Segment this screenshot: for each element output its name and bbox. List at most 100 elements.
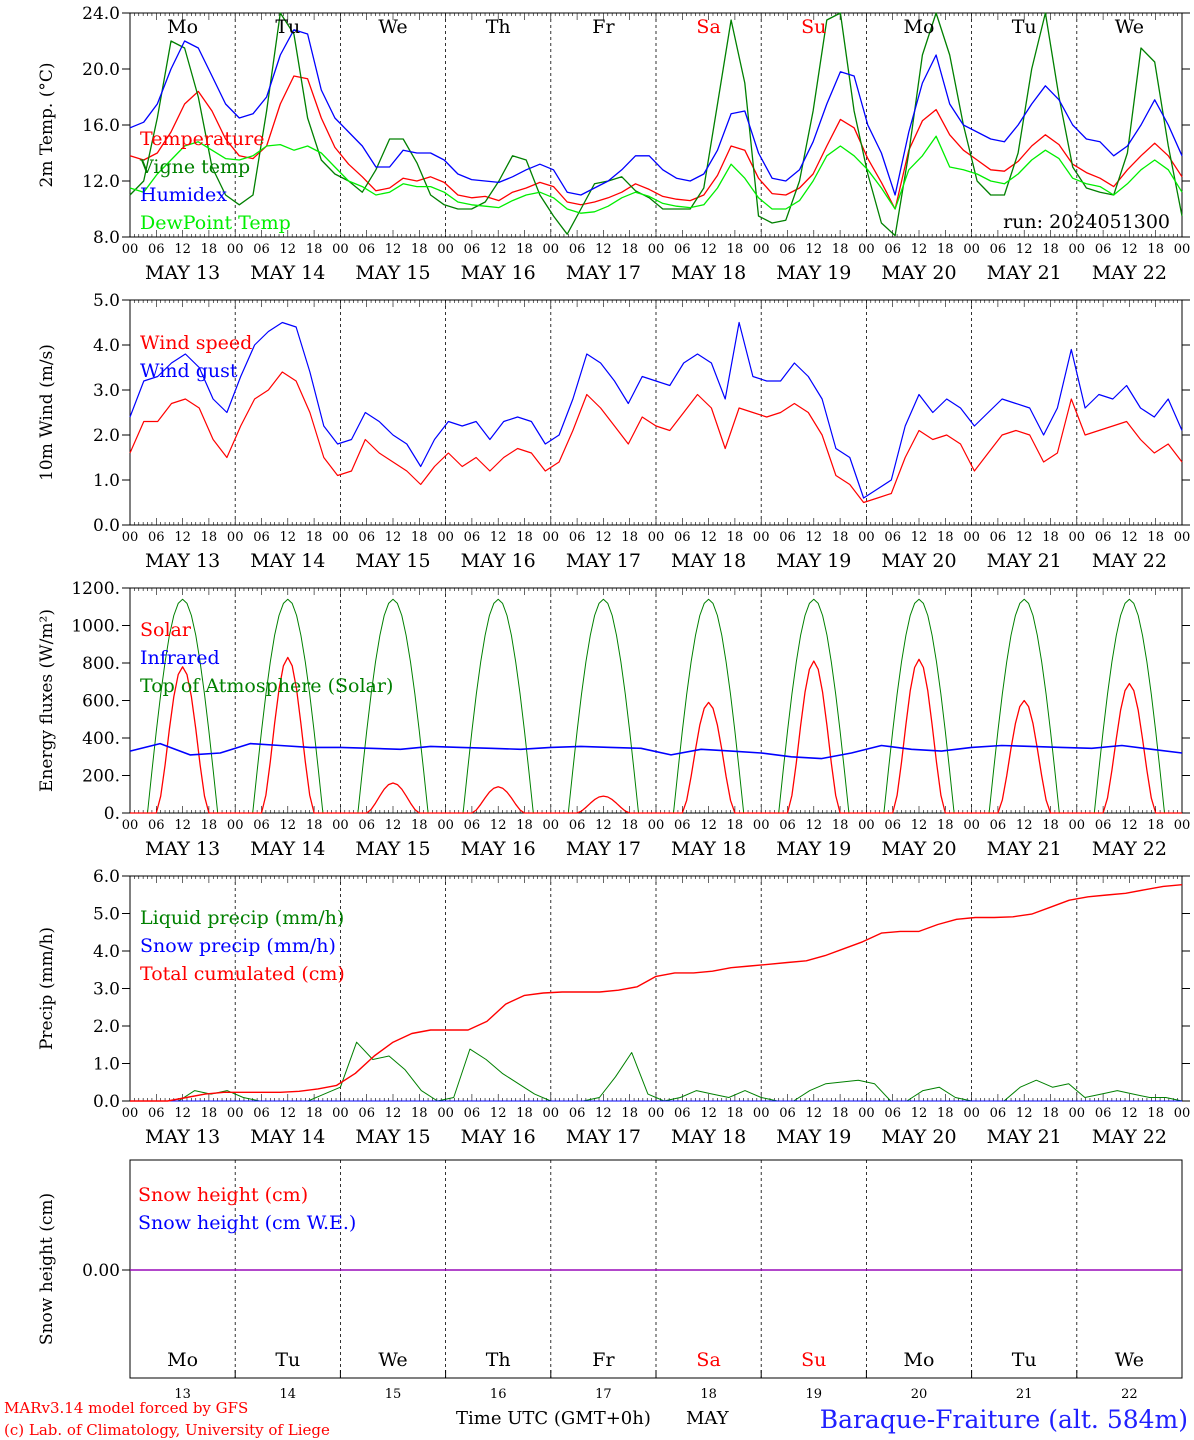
temp-day-label: MAY 19 [776, 262, 851, 284]
energy-hour-label: 12 [385, 818, 402, 833]
infrared-series [129, 742, 1183, 760]
temp-weekday-label: Th [486, 16, 511, 38]
wind-day-label: MAY 14 [250, 550, 325, 572]
temp-legend-4: DewPoint Temp [140, 212, 291, 234]
energy-day-label: MAY 18 [671, 838, 746, 860]
wind-hour-label: 12 [1121, 530, 1138, 545]
temp-ytick-label: 20.0 [82, 60, 120, 80]
energy-ytick-label: 0. [104, 804, 120, 824]
precip-hour-label: 18 [1147, 1106, 1164, 1121]
energy-hour-label: 18 [516, 818, 533, 833]
precip-day-label: MAY 13 [145, 1126, 220, 1148]
temp-ytick-label: 8.0 [93, 228, 120, 248]
energy-hour-label: 06 [253, 818, 270, 833]
snow-ylabel: Snow height (cm) [37, 1193, 57, 1345]
wind-ytick-label: 2.0 [93, 426, 120, 446]
precip-ytick-label: 2.0 [93, 1017, 120, 1037]
energy-hour-label: 18 [1042, 818, 1059, 833]
precip-hour-label: 12 [1121, 1106, 1138, 1121]
wind-ytick-label: 3.0 [93, 381, 120, 401]
wind-hour-label: 06 [1095, 530, 1112, 545]
energy-hour-label: 12 [911, 818, 928, 833]
temp-hour-label: 18 [832, 242, 849, 257]
wind-hour-label: 00 [753, 530, 770, 545]
precip-hour-label: 00 [543, 1106, 560, 1121]
precip-day-label: MAY 18 [671, 1126, 746, 1148]
energy-day-label: MAY 13 [145, 838, 220, 860]
energy-hour-label: 18 [832, 818, 849, 833]
energy-hour-label: 18 [937, 818, 954, 833]
wind-hour-label: 00 [437, 530, 454, 545]
temp-hour-label: 06 [884, 242, 901, 257]
wind-hour-label: 18 [411, 530, 428, 545]
wind-hour-label: 18 [621, 530, 638, 545]
energy-hour-label: 00 [858, 818, 875, 833]
energy-hour-label: 00 [963, 818, 980, 833]
energy-day-label: MAY 17 [566, 838, 641, 860]
wind-hour-label-end: 00 [1174, 530, 1191, 545]
wind-hour-label: 00 [122, 530, 139, 545]
day-number-label: 15 [385, 1387, 402, 1402]
precip-hour-label: 06 [884, 1106, 901, 1121]
energy-hour-label: 12 [595, 818, 612, 833]
temp-hour-label: 06 [253, 242, 270, 257]
temp-weekday-label: Su [801, 16, 826, 38]
temp-hour-label: 18 [201, 242, 218, 257]
temp-hour-label: 00 [543, 242, 560, 257]
credit-line-2: (c) Lab. of Climatology, University of L… [4, 1421, 330, 1439]
energy-hour-label: 00 [648, 818, 665, 833]
day-number-label: 14 [280, 1387, 297, 1402]
wind-hour-label: 06 [569, 530, 586, 545]
temp-hour-label: 00 [1069, 242, 1086, 257]
energy-hour-label: 06 [148, 818, 165, 833]
energy-hour-label: 18 [1147, 818, 1164, 833]
energy-day-label: MAY 20 [881, 838, 956, 860]
energy-hour-label: 12 [700, 818, 717, 833]
temp-hour-label: 12 [700, 242, 717, 257]
energy-day-label: MAY 22 [1092, 838, 1167, 860]
temp-hour-label: 12 [806, 242, 823, 257]
day-number-label: 19 [806, 1387, 823, 1402]
temp-hour-label: 18 [411, 242, 428, 257]
temp-day-label: MAY 14 [250, 262, 325, 284]
wind-day-label: MAY 18 [671, 550, 746, 572]
energy-day-label: MAY 21 [987, 838, 1062, 860]
wind-series-2 [129, 321, 1183, 499]
temp-weekday-label: Mo [167, 16, 198, 38]
precip-ytick-label: 1.0 [93, 1055, 120, 1075]
wind-ytick-label: 4.0 [93, 336, 120, 356]
energy-hour-label: 06 [779, 818, 796, 833]
month-label: MAY [686, 1408, 730, 1429]
temp-hour-label: 06 [464, 242, 481, 257]
precip-day-label: MAY 14 [250, 1126, 325, 1148]
precip-hour-label: 18 [621, 1106, 638, 1121]
snow-weekday-label: Fr [592, 1349, 615, 1371]
precip-hour-label: 00 [122, 1106, 139, 1121]
temp-hour-label: 06 [779, 242, 796, 257]
precip-hour-label: 12 [911, 1106, 928, 1121]
temp-day-label: MAY 20 [881, 262, 956, 284]
temp-hour-label: 12 [280, 242, 297, 257]
wind-hour-label: 18 [1042, 530, 1059, 545]
wind-hour-label: 06 [148, 530, 165, 545]
snow-weekday-label: We [378, 1349, 407, 1371]
energy-ytick-label: 600. [82, 692, 120, 712]
temp-hour-label: 00 [122, 242, 139, 257]
precip-hour-label: 12 [385, 1106, 402, 1121]
temp-hour-label: 00 [753, 242, 770, 257]
temp-hour-label: 12 [490, 242, 507, 257]
time-axis-label: Time UTC (GMT+0h) [456, 1408, 651, 1429]
energy-hour-label: 06 [1095, 818, 1112, 833]
precip-hour-label: 06 [358, 1106, 375, 1121]
snow-weekday-label: Mo [904, 1349, 935, 1371]
temp-hour-label: 18 [937, 242, 954, 257]
wind-hour-label: 06 [253, 530, 270, 545]
wind-hour-label: 00 [543, 530, 560, 545]
wind-day-label: MAY 21 [987, 550, 1062, 572]
wind-hour-label: 12 [806, 530, 823, 545]
energy-hour-label: 06 [358, 818, 375, 833]
temp-weekday-label: We [378, 16, 407, 38]
wind-series-1 [129, 371, 1183, 504]
wind-hour-label: 18 [937, 530, 954, 545]
temp-hour-label: 18 [1147, 242, 1164, 257]
